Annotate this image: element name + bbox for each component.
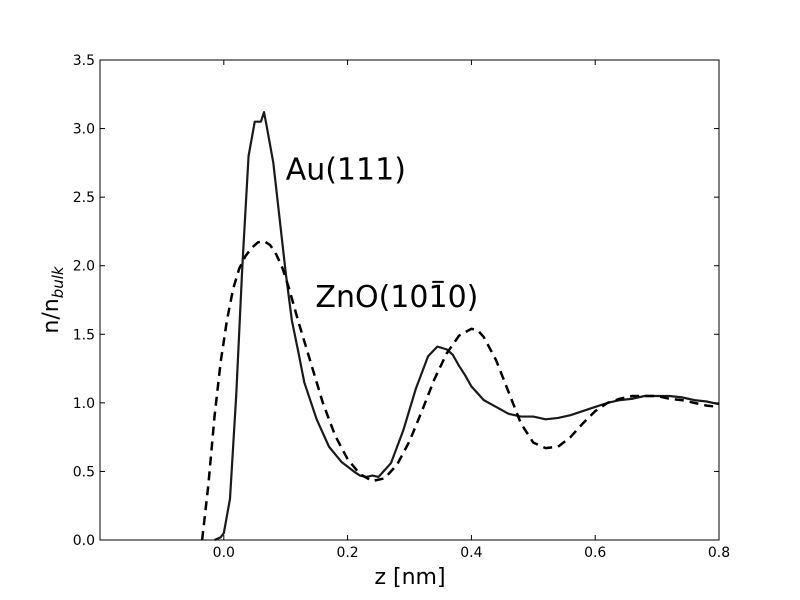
labels-layer: z [nm] n/nbulk <box>39 265 446 590</box>
x-tick-label: 0.6 <box>584 545 606 561</box>
annotation-zno-head: ZnO(10 <box>315 280 428 315</box>
y-tick-label: 0.0 <box>73 533 95 549</box>
series-layer <box>200 111 720 542</box>
ticks-layer: 0.0 0.2 0.4 0.6 0.8 0.0 0.5 1.0 1.5 2.0 2.5 3.0 3.5 <box>73 53 730 561</box>
x-tick-label: 0.8 <box>708 545 730 561</box>
y-tick-label: 2.0 <box>73 259 95 275</box>
annotation-zno-tail: 0) <box>448 280 479 315</box>
y-tick-label: 3.0 <box>73 122 95 138</box>
annotations-layer: Au(111) ZnO(1010) <box>286 152 479 315</box>
y-tick-label: 0.5 <box>73 464 95 480</box>
annotation-zno: ZnO(1010) <box>315 280 478 315</box>
annotation-au111: Au(111) <box>286 152 406 187</box>
plot-frame <box>99 59 720 541</box>
x-tick-label: 0.0 <box>213 545 235 561</box>
x-tick-label: 0.2 <box>336 545 358 561</box>
x-axis-label: z [nm] <box>374 565 445 590</box>
y-tick-label: 1.5 <box>73 327 95 343</box>
annotation-zno-overbar-digit: 1 <box>428 280 447 315</box>
y-axis-label: n/nbulk <box>39 265 67 334</box>
y-axis-label-sub: bulk <box>49 265 67 298</box>
series-dashed-line <box>200 239 720 541</box>
y-tick-label: 1.0 <box>73 396 95 412</box>
x-tick-label: 0.4 <box>460 545 482 561</box>
y-axis-label-main: n/n <box>39 298 64 333</box>
y-tick-label: 2.5 <box>73 190 95 206</box>
y-tick-label: 3.5 <box>73 53 95 69</box>
